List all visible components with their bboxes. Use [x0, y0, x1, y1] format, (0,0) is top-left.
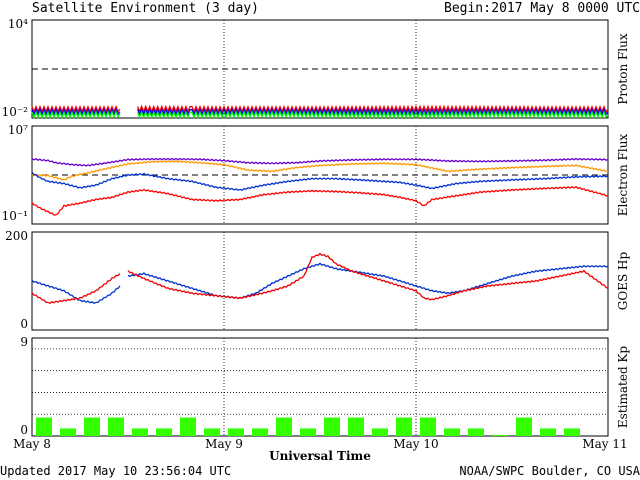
- kp-bar: [300, 428, 316, 436]
- kp-bar: [372, 428, 388, 436]
- kp-bar: [444, 428, 460, 436]
- x-tick-may10: May 10: [393, 437, 438, 451]
- kp-bar: [468, 428, 484, 436]
- electron-series-3-line: [31, 185, 609, 216]
- hp-series-0-line: [31, 279, 121, 305]
- electron-ylabel: Electron Flux: [616, 134, 630, 217]
- kp-bar: [252, 428, 268, 436]
- proton-series-2-line: [31, 110, 121, 119]
- hp-plot: [31, 252, 609, 305]
- kp-bar: [540, 428, 556, 436]
- hp-series-1-line-b: [127, 252, 609, 301]
- proton-ylabel: Proton Flux: [616, 33, 630, 105]
- hp-panel-frame: [31, 231, 609, 331]
- kp-tick-bottom: 0: [20, 423, 28, 437]
- kp-plot: [32, 348, 608, 436]
- proton-series-1-line-b: [136, 107, 609, 117]
- kp-bar: [132, 428, 148, 436]
- electron-series-1-line: [31, 160, 609, 181]
- kp-bar: [324, 417, 340, 436]
- kp-bar: [156, 428, 172, 436]
- hp-tick-bottom: 0: [20, 317, 28, 331]
- chart-title: Satellite Environment (3 day): [32, 1, 259, 16]
- kp-bar: [228, 428, 244, 436]
- hp-series-0-line-b: [127, 262, 609, 300]
- kp-bar: [396, 417, 412, 436]
- kp-bar: [180, 417, 196, 436]
- electron-tick-bottom: 10⁻¹: [2, 209, 28, 223]
- electron-panel-frame: [31, 125, 609, 225]
- x-tick-may11: May 11: [582, 437, 627, 451]
- proton-tick-bottom: 10⁻²: [2, 105, 29, 119]
- kp-bar: [420, 417, 436, 436]
- kp-bar: [276, 417, 292, 436]
- proton-series-0-line-b: [136, 104, 609, 114]
- kp-panel-frame: [31, 337, 609, 437]
- x-tick-may9: May 9: [205, 437, 243, 451]
- kp-bar: [516, 417, 532, 436]
- hp-series-1-line: [31, 273, 121, 305]
- kp-bar: [564, 428, 580, 436]
- hp-tick-top: 200: [5, 229, 28, 243]
- kp-bar: [492, 434, 508, 436]
- kp-bar: [36, 417, 52, 436]
- kp-ylabel: Estimated Kp: [616, 346, 630, 428]
- kp-tick-top: 9: [20, 335, 28, 349]
- electron-series-2-line: [31, 171, 609, 192]
- begin-label: Begin:: [444, 1, 491, 16]
- proton-tick-top: 10⁴: [8, 17, 28, 31]
- kp-bar: [60, 428, 76, 436]
- proton-series-0-line: [31, 104, 121, 114]
- proton-panel-frame: [31, 19, 609, 119]
- credit-text: NOAA/SWPC Boulder, CO USA: [459, 464, 640, 478]
- electron-series-0-line: [31, 157, 609, 167]
- proton-series-2-line-b: [136, 109, 609, 119]
- x-axis-title: Universal Time: [269, 449, 371, 463]
- electron-tick-top: 10⁷: [8, 123, 28, 137]
- hp-ylabel: GOES Hp: [616, 252, 630, 311]
- electron-plot: [31, 157, 609, 216]
- begin-value: 2017 May 8 0000 UTC: [491, 1, 640, 16]
- proton-plot: [31, 68, 609, 119]
- x-tick-may8: May 8: [13, 437, 51, 451]
- updated-timestamp: Updated 2017 May 10 23:56:04 UTC: [0, 464, 231, 478]
- day-divider-lines: [223, 20, 417, 436]
- kp-bar: [84, 417, 100, 436]
- kp-bar: [348, 417, 364, 436]
- kp-bar: [204, 428, 220, 436]
- proton-series-1-line: [31, 107, 121, 117]
- kp-bar: [108, 417, 124, 436]
